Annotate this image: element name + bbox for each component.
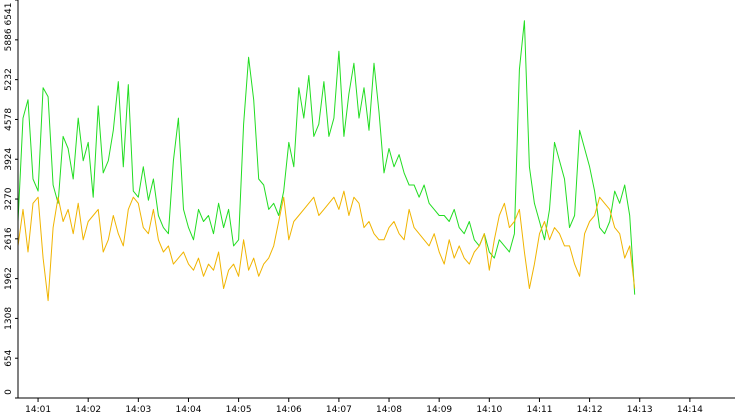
y-tick-label: 4578 [4,108,14,131]
series-line-2 [17,190,636,302]
y-ticks: 0 654 1308 1962 2616 3270 3924 4578 5232 5886 6541 [4,0,18,399]
y-tick-label: 654 [4,349,14,366]
x-tick-label: 14:11 [527,405,553,415]
y-tick-label: 3270 [4,187,14,210]
x-tick-label: 14:05 [226,405,252,415]
y-tick-label: 0 [4,389,14,395]
x-tick-label: 14:12 [577,405,603,415]
y-tick-label: 6541 [4,3,14,26]
x-tick-label: 14:14 [677,405,703,415]
series-layer [17,20,636,302]
x-tick-label: 14:07 [326,405,352,415]
y-tick-label: 5886 [4,28,14,51]
x-tick-label: 14:13 [627,405,653,415]
x-tick-label: 14:06 [276,405,302,415]
x-tick-label: 14:04 [176,405,202,415]
x-tick-label: 14:01 [25,405,51,415]
x-tick-label: 14:10 [476,405,502,415]
y-tick-label: 2616 [4,227,14,250]
x-tick-label: 14:02 [75,405,101,415]
x-tick-label: 14:03 [125,405,151,415]
y-tick-label: 1962 [4,267,14,290]
y-tick-label: 5232 [4,68,14,91]
series-line-1 [17,20,636,295]
x-tick-label: 14:09 [426,405,452,415]
x-tick-label: 14:08 [376,405,402,415]
x-ticks: 14:01 14:02 14:03 14:04 14:05 14:06 14:07 14:08… [25,398,703,415]
y-tick-label: 1308 [4,307,14,330]
y-tick-label: 3924 [4,147,14,170]
